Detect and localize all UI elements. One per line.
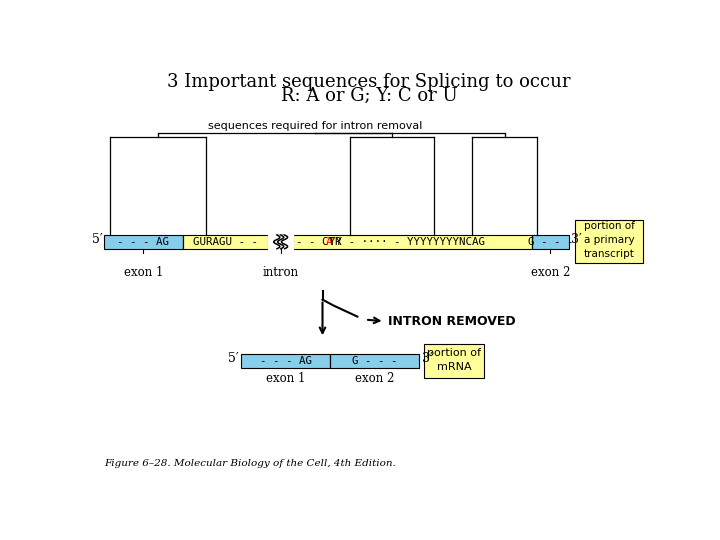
Text: 3′: 3′ <box>422 353 433 366</box>
Text: sequences required for intron removal: sequences required for intron removal <box>207 122 422 131</box>
Text: G - - -: G - - - <box>352 356 397 366</box>
Text: YY - ···· - YYYYYYYYNCAG: YY - ···· - YYYYYYYYNCAG <box>330 237 485 247</box>
Text: - - - AG: - - - AG <box>260 356 312 366</box>
Text: - - CTR: - - CTR <box>296 237 342 247</box>
Text: 5′: 5′ <box>228 353 239 366</box>
Bar <box>424 345 485 378</box>
Text: exon 1: exon 1 <box>124 266 163 279</box>
Bar <box>104 235 183 249</box>
Bar <box>293 235 532 249</box>
Text: portion of
mRNA: portion of mRNA <box>427 348 481 372</box>
Text: R: A or G; Y: C or U: R: A or G; Y: C or U <box>281 86 457 105</box>
Bar <box>330 354 419 368</box>
Text: GURAGU - -: GURAGU - - <box>193 237 258 247</box>
Text: exon 2: exon 2 <box>531 266 570 279</box>
Text: 5′: 5′ <box>91 233 102 246</box>
Text: 3′: 3′ <box>570 233 581 246</box>
Bar <box>241 354 330 368</box>
Bar <box>532 235 569 249</box>
Text: exon 2: exon 2 <box>355 372 395 385</box>
Bar <box>575 220 644 264</box>
Text: Figure 6–28. Molecular Biology of the Cell, 4th Edition.: Figure 6–28. Molecular Biology of the Ce… <box>104 459 396 468</box>
Text: 3 Important sequences for Splicing to occur: 3 Important sequences for Splicing to oc… <box>167 73 571 91</box>
Text: portion of
a primary
transcript: portion of a primary transcript <box>584 221 635 259</box>
Text: exon 1: exon 1 <box>266 372 305 385</box>
Bar <box>183 235 269 249</box>
Text: intron: intron <box>263 266 299 279</box>
Text: INTRON REMOVED: INTRON REMOVED <box>388 315 516 328</box>
Text: - - - AG: - - - AG <box>117 237 169 247</box>
Text: G - - -: G - - - <box>528 237 573 247</box>
Text: A: A <box>325 237 332 247</box>
